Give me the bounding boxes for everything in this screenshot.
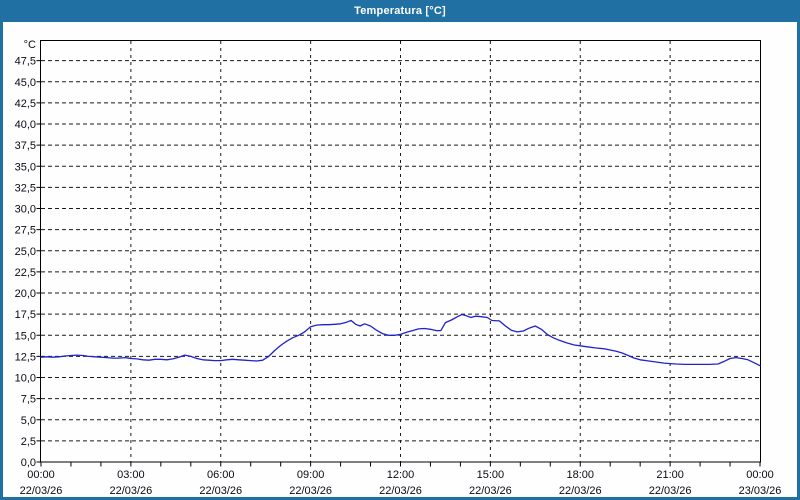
- svg-text:32,5: 32,5: [15, 182, 36, 194]
- svg-text:0,0: 0,0: [21, 457, 36, 469]
- svg-text:27,5: 27,5: [15, 225, 36, 237]
- svg-text:7,5: 7,5: [21, 394, 36, 406]
- svg-text:22/03/26: 22/03/26: [199, 485, 242, 497]
- svg-text:22/03/26: 22/03/26: [379, 485, 422, 497]
- svg-text:21:00: 21:00: [656, 469, 684, 481]
- svg-text:22/03/26: 22/03/26: [649, 485, 692, 497]
- svg-text:23/03/26: 23/03/26: [739, 485, 782, 497]
- svg-text:22/03/26: 22/03/26: [289, 485, 332, 497]
- svg-text:00:00: 00:00: [27, 469, 55, 481]
- svg-text:22/03/26: 22/03/26: [559, 485, 602, 497]
- svg-text:25,0: 25,0: [15, 246, 36, 258]
- svg-text:40,0: 40,0: [15, 119, 36, 131]
- y-axis-unit-label: °C: [24, 39, 36, 51]
- x-axis-tick-labels: 00:00 22/03/26 03:00 22/03/26 06:00 22/03/26 0…: [20, 469, 782, 497]
- svg-text:30,0: 30,0: [15, 204, 36, 216]
- window-title: Temperatura [°C]: [354, 5, 446, 17]
- x-axis-tick-marks: [40, 462, 761, 467]
- svg-text:00:00: 00:00: [746, 469, 774, 481]
- svg-text:22,5: 22,5: [15, 267, 36, 279]
- svg-text:2,5: 2,5: [21, 436, 36, 448]
- svg-text:42,5: 42,5: [15, 98, 36, 110]
- svg-text:10,0: 10,0: [15, 373, 36, 385]
- y-axis-tick-marks: [36, 60, 41, 463]
- window-title-bar: Temperatura [°C]: [0, 0, 800, 22]
- svg-text:15,0: 15,0: [15, 330, 36, 342]
- svg-text:45,0: 45,0: [15, 77, 36, 89]
- svg-text:5,0: 5,0: [21, 415, 36, 427]
- svg-text:22/03/26: 22/03/26: [20, 485, 63, 497]
- horizontal-gridlines: [41, 60, 760, 442]
- svg-text:09:00: 09:00: [297, 469, 325, 481]
- svg-text:17,5: 17,5: [15, 309, 36, 321]
- svg-text:22/03/26: 22/03/26: [469, 485, 512, 497]
- y-axis-tick-labels: 0,0 2,5 5,0 7,5 10,0 12,5 15,0 17,5 20,0 22,5 25,0…: [15, 56, 36, 469]
- svg-text:47,5: 47,5: [15, 56, 36, 68]
- svg-text:12,5: 12,5: [15, 351, 36, 363]
- temperature-series-line: [40, 313, 761, 367]
- svg-text:35,0: 35,0: [15, 161, 36, 173]
- svg-text:20,0: 20,0: [15, 288, 36, 300]
- vertical-gridlines: [130, 41, 671, 462]
- svg-text:18:00: 18:00: [566, 469, 594, 481]
- svg-text:15:00: 15:00: [477, 469, 505, 481]
- svg-text:06:00: 06:00: [207, 469, 235, 481]
- svg-text:37,5: 37,5: [15, 140, 36, 152]
- svg-text:03:00: 03:00: [117, 469, 145, 481]
- svg-text:12:00: 12:00: [387, 469, 415, 481]
- svg-text:22/03/26: 22/03/26: [109, 485, 152, 497]
